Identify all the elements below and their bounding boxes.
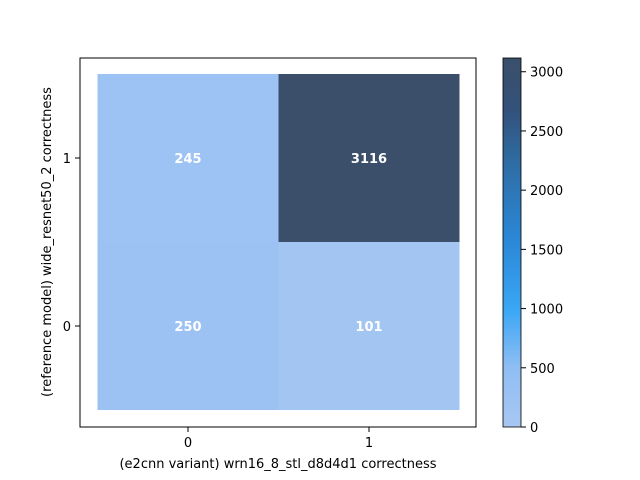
plot-frame <box>79 57 477 428</box>
y-tick-label: 1 <box>63 152 71 167</box>
y-tick-label: 0 <box>63 320 71 335</box>
colorbar <box>502 57 522 428</box>
x-tick-label: 1 <box>365 436 373 451</box>
colorbar-tick-label: 2500 <box>530 125 563 140</box>
colorbar-tick-label: 3000 <box>530 66 563 81</box>
cell-value-label: 245 <box>174 152 201 167</box>
colorbar-tick-label: 1500 <box>530 243 563 258</box>
cell-value-label: 101 <box>355 320 382 335</box>
colorbar-tick-label: 1000 <box>530 303 563 318</box>
heatmap-cell-0-1 <box>97 74 279 242</box>
y-axis: 01 <box>63 152 80 335</box>
colorbar-tick-label: 0 <box>530 421 538 436</box>
heatmap-cell-1-0 <box>278 242 460 410</box>
heatmap-cell-0-0 <box>97 242 279 410</box>
x-tick-label: 0 <box>184 436 192 451</box>
colorbar-tick-label: 500 <box>530 362 555 377</box>
y-axis-label: (reference model) wide_resnet50_2 correc… <box>40 87 55 397</box>
heatmap-cells: 245 3116 250 101 <box>97 74 460 410</box>
heatmap-cell-1-1 <box>278 74 460 242</box>
x-axis-label: (e2cnn variant) wrn16_8_stl_d8d4d1 corre… <box>119 457 436 472</box>
cell-value-label: 250 <box>174 320 201 335</box>
cell-value-label: 3116 <box>351 152 387 167</box>
colorbar-tick-label: 2000 <box>530 184 563 199</box>
colorbar-ticks: 0 500 1000 1500 2000 2500 3000 <box>521 66 563 436</box>
